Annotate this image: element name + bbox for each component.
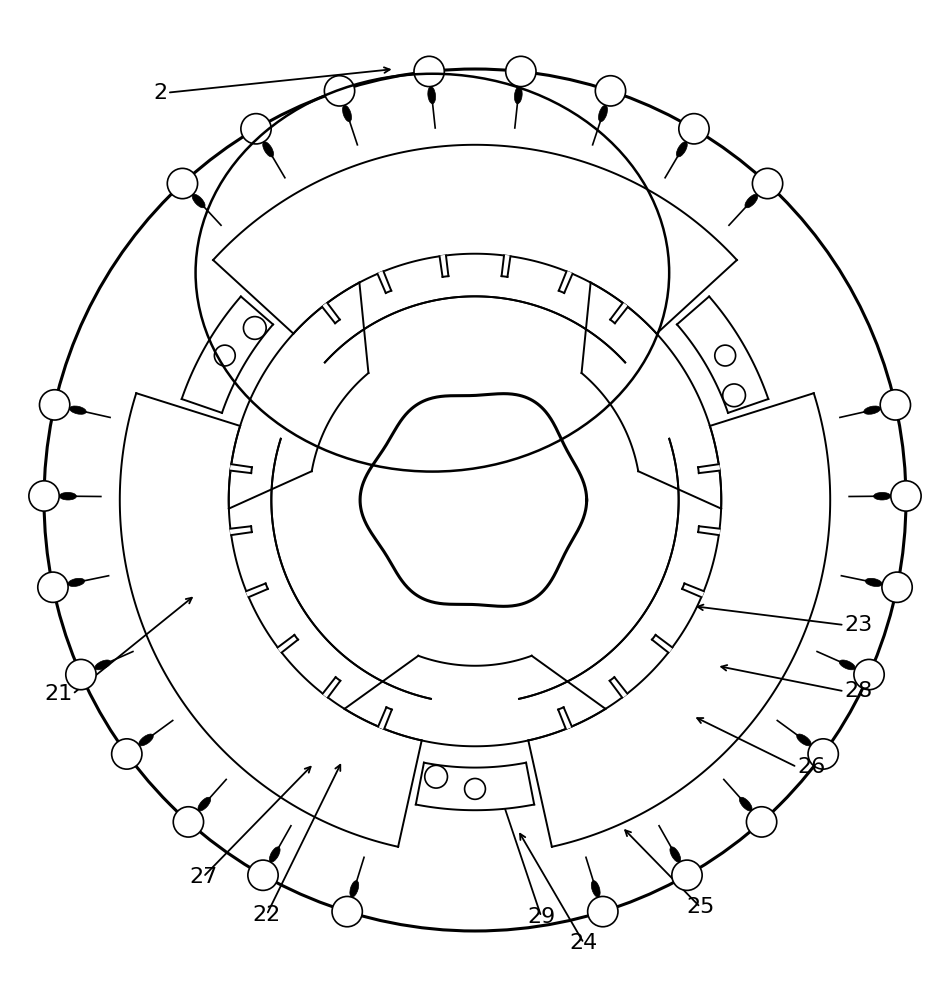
Circle shape bbox=[241, 114, 271, 144]
Polygon shape bbox=[277, 635, 298, 653]
Circle shape bbox=[414, 56, 445, 87]
Circle shape bbox=[167, 168, 198, 199]
Ellipse shape bbox=[68, 578, 85, 587]
Text: 21: 21 bbox=[45, 684, 72, 704]
Circle shape bbox=[596, 76, 626, 106]
Polygon shape bbox=[322, 303, 340, 323]
Ellipse shape bbox=[670, 847, 680, 862]
Circle shape bbox=[679, 114, 709, 144]
Ellipse shape bbox=[69, 406, 86, 414]
Polygon shape bbox=[698, 464, 719, 473]
Text: 26: 26 bbox=[797, 757, 826, 777]
Polygon shape bbox=[231, 464, 252, 473]
Ellipse shape bbox=[739, 797, 752, 811]
Polygon shape bbox=[581, 283, 721, 509]
Polygon shape bbox=[559, 707, 572, 729]
Circle shape bbox=[40, 390, 69, 420]
Ellipse shape bbox=[95, 660, 111, 670]
Polygon shape bbox=[677, 296, 769, 413]
Text: 2: 2 bbox=[153, 83, 167, 103]
Circle shape bbox=[808, 739, 838, 769]
Circle shape bbox=[588, 896, 618, 927]
Polygon shape bbox=[246, 583, 268, 597]
Circle shape bbox=[465, 778, 485, 799]
Ellipse shape bbox=[839, 660, 855, 670]
Circle shape bbox=[891, 481, 921, 511]
Circle shape bbox=[723, 384, 746, 407]
Ellipse shape bbox=[865, 578, 882, 587]
Circle shape bbox=[243, 317, 266, 339]
Ellipse shape bbox=[350, 881, 359, 897]
Circle shape bbox=[215, 345, 236, 366]
Polygon shape bbox=[559, 271, 573, 293]
Circle shape bbox=[248, 860, 278, 890]
Ellipse shape bbox=[591, 881, 600, 897]
Ellipse shape bbox=[515, 87, 523, 104]
Ellipse shape bbox=[192, 194, 205, 208]
Polygon shape bbox=[682, 583, 704, 597]
Polygon shape bbox=[610, 303, 628, 323]
Ellipse shape bbox=[797, 734, 811, 746]
Circle shape bbox=[44, 69, 906, 931]
Circle shape bbox=[714, 345, 735, 366]
Polygon shape bbox=[213, 145, 737, 366]
Circle shape bbox=[881, 390, 910, 420]
Ellipse shape bbox=[270, 847, 280, 862]
Ellipse shape bbox=[745, 194, 758, 208]
Circle shape bbox=[173, 807, 203, 837]
Polygon shape bbox=[698, 526, 719, 535]
Polygon shape bbox=[231, 526, 252, 535]
Ellipse shape bbox=[676, 142, 687, 157]
Text: 25: 25 bbox=[686, 897, 714, 917]
Circle shape bbox=[332, 896, 362, 927]
Ellipse shape bbox=[198, 797, 211, 811]
Circle shape bbox=[882, 572, 912, 602]
Ellipse shape bbox=[343, 105, 352, 122]
Circle shape bbox=[672, 860, 702, 890]
Polygon shape bbox=[360, 394, 587, 606]
Polygon shape bbox=[652, 635, 673, 653]
Circle shape bbox=[28, 481, 59, 511]
Circle shape bbox=[747, 807, 777, 837]
Polygon shape bbox=[518, 393, 830, 847]
Text: 28: 28 bbox=[845, 681, 873, 701]
Ellipse shape bbox=[874, 492, 890, 500]
Polygon shape bbox=[377, 271, 391, 293]
Circle shape bbox=[425, 765, 447, 788]
Polygon shape bbox=[120, 393, 432, 847]
Polygon shape bbox=[323, 677, 340, 697]
Polygon shape bbox=[440, 255, 448, 277]
Text: 29: 29 bbox=[527, 907, 556, 927]
Polygon shape bbox=[502, 255, 510, 277]
Text: 23: 23 bbox=[845, 615, 873, 635]
Text: 24: 24 bbox=[570, 933, 598, 953]
Circle shape bbox=[752, 168, 783, 199]
Ellipse shape bbox=[60, 492, 76, 500]
Ellipse shape bbox=[139, 734, 153, 746]
Polygon shape bbox=[229, 283, 369, 509]
Polygon shape bbox=[610, 677, 627, 697]
Circle shape bbox=[38, 572, 68, 602]
Circle shape bbox=[324, 76, 354, 106]
Circle shape bbox=[854, 659, 884, 690]
Text: 22: 22 bbox=[253, 905, 281, 925]
Polygon shape bbox=[181, 296, 273, 413]
Circle shape bbox=[505, 56, 536, 87]
Circle shape bbox=[66, 659, 96, 690]
Ellipse shape bbox=[864, 406, 881, 414]
Polygon shape bbox=[378, 707, 391, 729]
Polygon shape bbox=[345, 656, 605, 746]
Polygon shape bbox=[416, 763, 534, 810]
Ellipse shape bbox=[598, 105, 607, 122]
Text: 27: 27 bbox=[189, 867, 218, 887]
Ellipse shape bbox=[263, 142, 274, 157]
Ellipse shape bbox=[428, 87, 435, 104]
Circle shape bbox=[112, 739, 142, 769]
